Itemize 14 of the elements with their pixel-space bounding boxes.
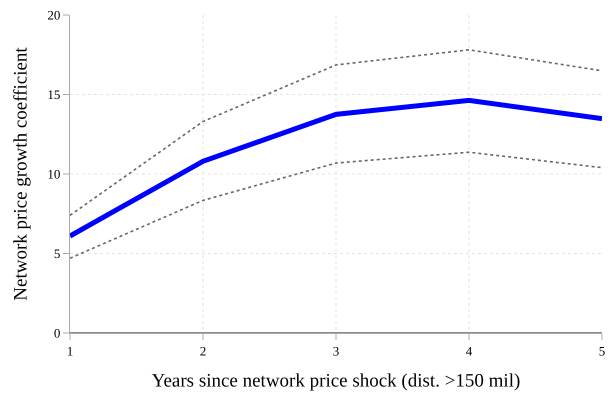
- x-tick-label: 1: [66, 344, 74, 359]
- x-tick-label: 5: [598, 344, 606, 359]
- line-series: [70, 49, 602, 216]
- y-tick-label: 20: [47, 8, 60, 23]
- x-tick-label: 4: [466, 344, 473, 359]
- x-tick-label: 2: [200, 344, 206, 359]
- y-tick-label: 10: [47, 166, 60, 182]
- y-tick-label: 5: [54, 246, 60, 262]
- x-tick-label: 3: [332, 344, 340, 359]
- y-axis-title: Network price growth coefficient: [10, 46, 32, 301]
- x-axis-title: Years since network price shock (dist. >150 mil): [152, 370, 520, 392]
- y-tick-label: 0: [54, 326, 60, 341]
- line-series: [70, 151, 602, 260]
- y-tick-label: 15: [47, 87, 60, 102]
